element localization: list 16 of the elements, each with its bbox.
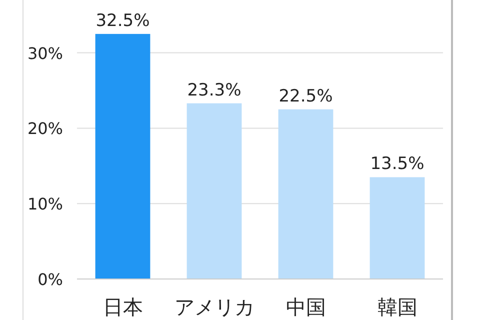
x-tick-label: 韓国 (377, 295, 418, 319)
data-label: 22.5% (278, 86, 333, 106)
x-tick-label: 日本 (102, 295, 143, 319)
y-tick-label: 10% (27, 194, 63, 214)
data-label: 13.5% (370, 154, 424, 174)
data-label: 23.3% (187, 80, 242, 100)
x-tick-label: アメリカ (174, 295, 254, 319)
bar (278, 109, 334, 279)
x-tick-label: 中国 (286, 295, 326, 319)
y-tick-label: 30% (27, 44, 63, 63)
y-tick-label: 0% (38, 270, 63, 289)
bar (95, 34, 150, 279)
data-label: 32.5% (96, 10, 150, 31)
y-tick-label: 20% (27, 119, 63, 138)
bar (186, 103, 242, 279)
bar (370, 177, 425, 279)
